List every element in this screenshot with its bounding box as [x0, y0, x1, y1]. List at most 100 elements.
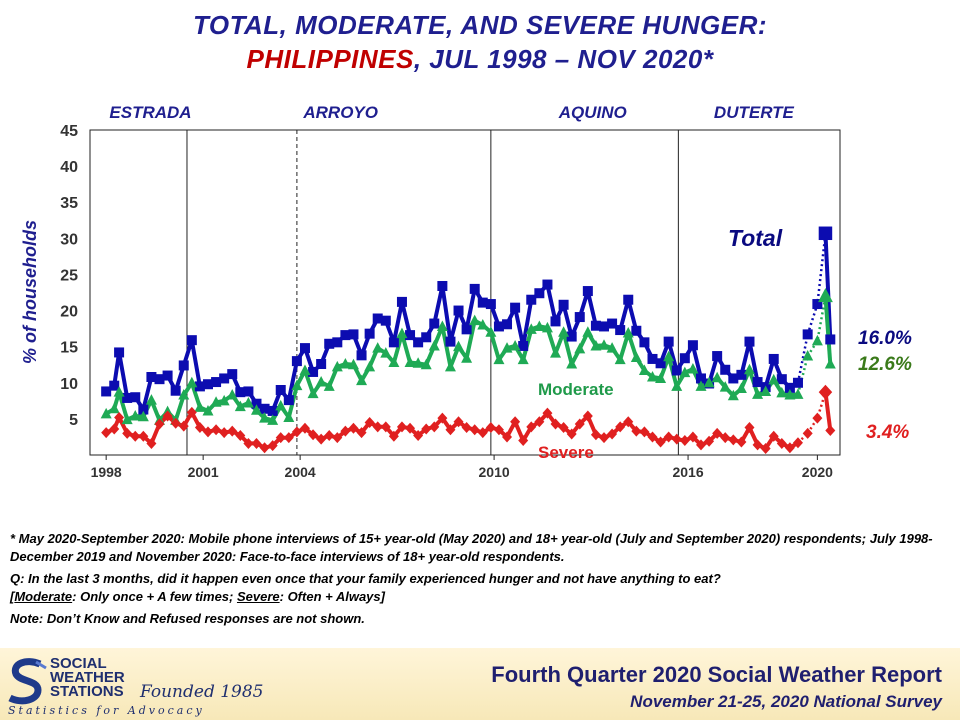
total-marker [825, 334, 836, 345]
def-close: : Often + Always] [279, 589, 385, 604]
severe-marker [211, 424, 222, 436]
severe-marker [316, 433, 327, 445]
moderate-marker [784, 389, 796, 400]
moderate-marker [574, 342, 586, 354]
moderate-marker [396, 327, 408, 339]
total-marker [485, 299, 496, 310]
moderate-marker [242, 397, 254, 408]
severe-marker [421, 423, 432, 435]
total-marker [679, 353, 690, 364]
total-marker [695, 373, 706, 384]
severe-marker [130, 430, 141, 442]
y-tick-label: 45 [60, 123, 78, 140]
total-marker [631, 325, 642, 336]
severe-marker [712, 427, 723, 439]
severe-marker [146, 437, 157, 449]
moderate-marker [178, 389, 190, 400]
moderate-marker [121, 413, 133, 425]
logo-tagline: Statistics for Advocacy [8, 704, 205, 717]
moderate-marker [291, 379, 303, 391]
x-tick-label: 1998 [91, 464, 122, 480]
moderate-marker [234, 400, 246, 412]
severe-marker [615, 421, 626, 433]
moderate-marker [202, 404, 214, 416]
total-marker [227, 369, 238, 380]
moderate-end-label: 12.6% [858, 354, 912, 375]
severe-marker [695, 439, 706, 451]
total-marker [429, 318, 440, 329]
moderate-marker [469, 314, 481, 326]
administration-label: ARROYO [302, 103, 378, 122]
severe-marker [308, 429, 319, 441]
total-marker [752, 377, 763, 388]
moderate-marker [372, 342, 384, 353]
moderate-marker [606, 342, 618, 353]
administration-labels: ESTRADA ARROYO AQUINO DUTERTE [109, 103, 794, 122]
total-marker [582, 286, 593, 297]
moderate-marker [210, 396, 222, 407]
moderate-marker [743, 363, 755, 375]
moderate-marker [380, 347, 392, 358]
moderate-marker [461, 352, 473, 363]
y-tick-label: 25 [60, 267, 78, 284]
severe-marker [631, 425, 642, 437]
y-tick-label: 10 [60, 376, 78, 393]
moderate-marker [517, 353, 529, 365]
severe-marker [485, 422, 496, 434]
total-marker [332, 337, 343, 348]
y-tick-label: 15 [60, 340, 78, 357]
total-marker [388, 337, 399, 348]
moderate-marker [719, 381, 731, 392]
severe-marker [477, 427, 488, 439]
severe-marker [380, 421, 391, 433]
severe-marker [526, 421, 537, 433]
moderate-marker [655, 372, 667, 383]
total-marker [202, 379, 213, 390]
total-marker [574, 312, 585, 323]
moderate-marker [679, 366, 691, 378]
total-marker [130, 392, 141, 403]
moderate-marker [250, 404, 262, 415]
title-country: PHILIPPINES [246, 44, 414, 74]
moderate-marker [818, 288, 833, 303]
moderate-marker [137, 410, 149, 422]
total-marker [372, 313, 383, 324]
total-marker [477, 297, 488, 308]
severe-marker [372, 421, 383, 433]
moderate-marker [331, 360, 343, 372]
y-tick-label: 30 [60, 231, 78, 248]
moderate-marker [630, 351, 642, 362]
total-marker [114, 347, 125, 358]
severe-marker [639, 426, 650, 438]
note-dk-refused: Note: Don’t Know and Refused responses a… [10, 611, 365, 626]
x-tick-label: 2001 [188, 464, 219, 480]
total-marker [413, 337, 424, 348]
total-marker [802, 329, 813, 340]
moderate-2020-f2f-line [823, 295, 833, 365]
total-marker [259, 403, 270, 414]
moderate-marker [485, 326, 497, 337]
chart-notes: * May 2020-September 2020: Mobile phone … [10, 530, 950, 632]
moderate-marker [582, 326, 594, 337]
total-marker [566, 331, 577, 342]
total-marker [396, 296, 407, 307]
total-marker [776, 374, 787, 385]
severe-marker [332, 432, 343, 444]
total-marker [526, 294, 537, 305]
severe-marker [518, 435, 529, 447]
total-end-label: 16.0% [858, 328, 912, 349]
moderate-marker [420, 358, 432, 370]
severe-marker [396, 421, 407, 433]
total-marker [687, 340, 698, 351]
y-tick-label: 5 [69, 412, 78, 429]
total-marker [720, 364, 731, 375]
severe-marker [109, 423, 120, 435]
total-marker [615, 325, 626, 336]
total-2020-f2f-line [823, 233, 833, 340]
total-bridge-line [796, 334, 809, 384]
total-marker [340, 330, 351, 341]
total-marker [211, 377, 222, 388]
moderate-marker [776, 386, 788, 398]
severe-marker [453, 416, 464, 428]
severe-marker [720, 432, 731, 444]
